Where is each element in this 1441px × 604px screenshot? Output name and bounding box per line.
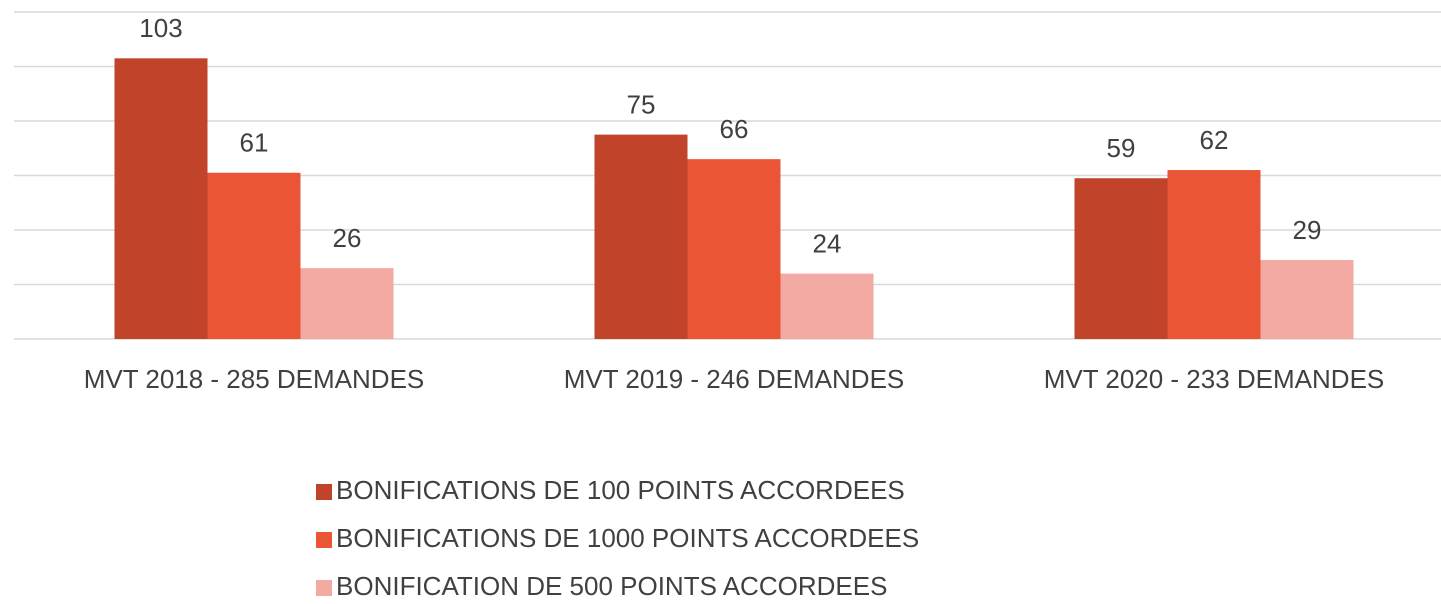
bar <box>1074 178 1168 339</box>
data-label: 61 <box>240 128 269 158</box>
x-tick-label: MVT 2019 - 246 DEMANDES <box>564 364 905 394</box>
bar <box>1167 170 1261 339</box>
bar <box>594 134 688 339</box>
data-label: 66 <box>720 114 749 144</box>
data-label: 62 <box>1200 125 1229 155</box>
legend-swatch <box>316 580 332 596</box>
data-label: 26 <box>333 223 362 253</box>
bar <box>687 159 781 339</box>
legend-label: BONIFICATION DE 500 POINTS ACCORDEES <box>336 571 887 601</box>
bar <box>207 172 301 339</box>
legend-swatch <box>316 484 332 500</box>
data-label: 29 <box>1293 215 1322 245</box>
x-tick-label: MVT 2020 - 233 DEMANDES <box>1044 364 1385 394</box>
data-label: 103 <box>139 13 182 43</box>
legend-swatch <box>316 532 332 548</box>
x-tick-label: MVT 2018 - 285 DEMANDES <box>84 364 425 394</box>
bar <box>1260 259 1354 339</box>
legend-label: BONIFICATIONS DE 100 POINTS ACCORDEES <box>336 475 905 505</box>
bar <box>300 268 394 339</box>
bar <box>114 58 208 339</box>
bar <box>780 273 874 339</box>
data-label: 24 <box>813 228 842 258</box>
data-label: 75 <box>627 90 656 120</box>
data-label: 59 <box>1107 133 1136 163</box>
legend-label: BONIFICATIONS DE 1000 POINTS ACCORDEES <box>336 523 919 553</box>
